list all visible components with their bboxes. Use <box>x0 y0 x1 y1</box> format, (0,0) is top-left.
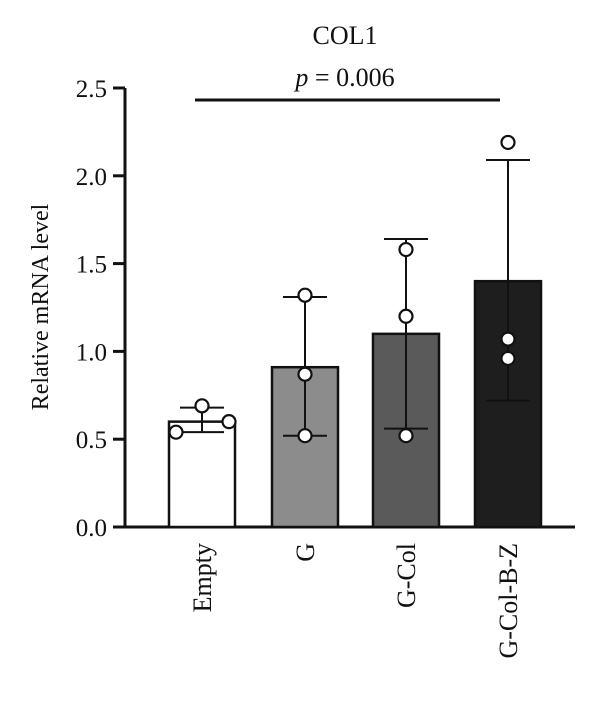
y-tick-label: 2.5 <box>76 76 107 103</box>
y-tick-label: 0.0 <box>76 515 107 542</box>
y-tick-label: 2.0 <box>76 164 107 191</box>
chart-title: COL1 <box>313 21 378 50</box>
p-symbol: p <box>293 63 308 92</box>
p-value: = 0.006 <box>308 63 394 92</box>
data-point <box>297 428 313 444</box>
y-axis-label: Relative mRNA level <box>28 203 54 410</box>
data-points <box>168 134 516 444</box>
bars <box>167 279 543 529</box>
data-point <box>500 350 516 367</box>
data-point <box>168 424 184 440</box>
y-tick-label: 1.5 <box>76 252 107 279</box>
data-point <box>297 366 313 382</box>
x-tick-label: G-Col-B-Z <box>494 543 523 659</box>
data-point <box>398 241 414 258</box>
y-tick-label: 1.0 <box>76 339 107 366</box>
x-tick-labels: Empty G G-Col G-Col-B-Z <box>188 543 523 659</box>
x-tick-label: Empty <box>188 543 217 612</box>
bar-empty <box>167 420 237 529</box>
x-tick-label: G <box>291 543 320 562</box>
x-tick-label: G-Col <box>392 543 421 608</box>
data-point <box>398 428 414 444</box>
data-point <box>398 308 414 324</box>
significance-label: p = 0.006 <box>293 63 394 92</box>
data-point <box>500 134 516 151</box>
y-tick-label: 0.5 <box>76 427 107 454</box>
data-point <box>221 414 237 430</box>
data-point <box>194 398 210 414</box>
data-point <box>297 287 313 303</box>
data-point <box>500 331 516 347</box>
